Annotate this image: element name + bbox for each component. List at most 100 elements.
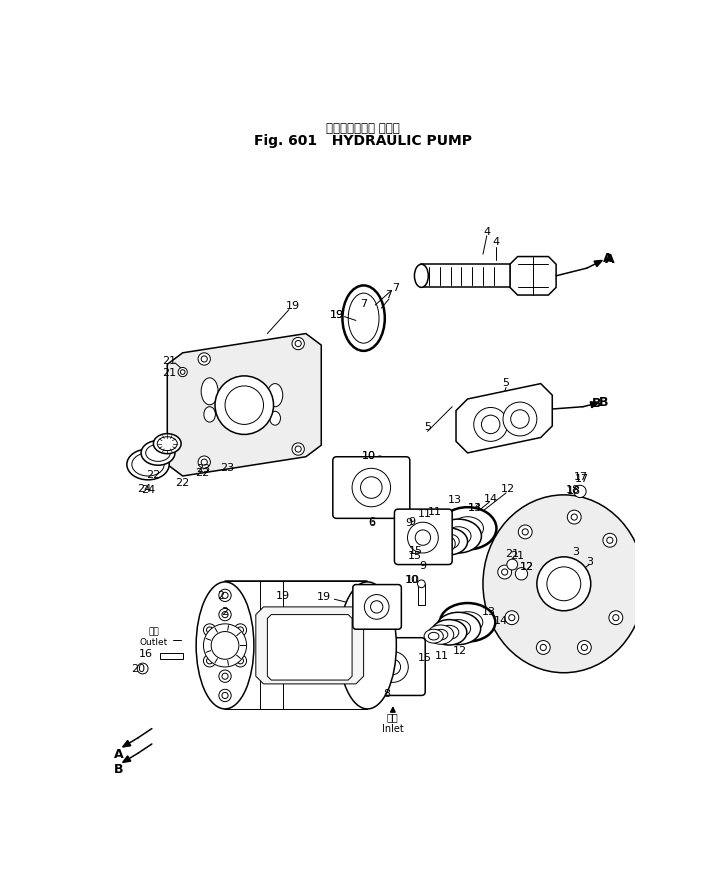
Text: A: A bbox=[603, 251, 612, 265]
Circle shape bbox=[222, 693, 228, 699]
Text: 14: 14 bbox=[484, 493, 498, 503]
Ellipse shape bbox=[445, 527, 471, 545]
Text: 15: 15 bbox=[409, 550, 422, 560]
Circle shape bbox=[178, 368, 188, 377]
Text: 4: 4 bbox=[493, 237, 500, 247]
Circle shape bbox=[603, 534, 617, 547]
Text: 21: 21 bbox=[163, 356, 176, 366]
Circle shape bbox=[292, 338, 304, 350]
Polygon shape bbox=[268, 615, 352, 680]
Ellipse shape bbox=[204, 408, 215, 423]
Circle shape bbox=[474, 408, 508, 442]
Polygon shape bbox=[590, 402, 598, 409]
Ellipse shape bbox=[439, 535, 459, 549]
Ellipse shape bbox=[157, 437, 177, 451]
Circle shape bbox=[198, 353, 210, 366]
Circle shape bbox=[215, 376, 273, 435]
Ellipse shape bbox=[483, 495, 645, 673]
Text: 22: 22 bbox=[176, 477, 190, 487]
Circle shape bbox=[377, 652, 409, 683]
Ellipse shape bbox=[424, 629, 443, 644]
Circle shape bbox=[507, 560, 518, 570]
Text: 16: 16 bbox=[139, 648, 153, 658]
Circle shape bbox=[515, 568, 527, 580]
Text: 11: 11 bbox=[428, 507, 442, 517]
Circle shape bbox=[201, 460, 207, 466]
Text: 6: 6 bbox=[368, 518, 375, 527]
Circle shape bbox=[295, 342, 301, 347]
Ellipse shape bbox=[141, 441, 175, 466]
Circle shape bbox=[571, 514, 577, 520]
Ellipse shape bbox=[452, 612, 483, 633]
Text: 12: 12 bbox=[520, 561, 534, 571]
Text: 23: 23 bbox=[196, 464, 210, 474]
Text: 7: 7 bbox=[385, 290, 393, 300]
Ellipse shape bbox=[431, 620, 467, 645]
Circle shape bbox=[360, 477, 382, 499]
Circle shape bbox=[537, 641, 550, 654]
Text: 23: 23 bbox=[220, 462, 234, 472]
Text: 20: 20 bbox=[131, 663, 145, 674]
Circle shape bbox=[522, 529, 528, 536]
Text: 15: 15 bbox=[418, 653, 432, 662]
Circle shape bbox=[222, 611, 228, 618]
Text: 17: 17 bbox=[574, 474, 588, 484]
Text: 3: 3 bbox=[586, 556, 593, 566]
Text: 11: 11 bbox=[435, 650, 448, 660]
Text: 9: 9 bbox=[419, 560, 426, 569]
Circle shape bbox=[203, 655, 216, 667]
Circle shape bbox=[481, 416, 500, 434]
Ellipse shape bbox=[434, 539, 449, 550]
Text: Fig. 601   HYDRAULIC PUMP: Fig. 601 HYDRAULIC PUMP bbox=[254, 134, 472, 148]
Text: 入口
Inlet: 入口 Inlet bbox=[382, 712, 404, 733]
Text: B: B bbox=[114, 763, 123, 775]
Text: 13: 13 bbox=[468, 502, 482, 512]
Ellipse shape bbox=[132, 453, 164, 477]
Text: B: B bbox=[599, 395, 609, 409]
Circle shape bbox=[415, 530, 430, 545]
Text: 2: 2 bbox=[222, 606, 229, 616]
Ellipse shape bbox=[433, 629, 448, 640]
Text: 21: 21 bbox=[163, 367, 176, 377]
Circle shape bbox=[370, 601, 383, 613]
Text: 12: 12 bbox=[453, 645, 467, 655]
Ellipse shape bbox=[446, 620, 471, 637]
Text: 8: 8 bbox=[383, 688, 390, 698]
Text: 出口
Outlet: 出口 Outlet bbox=[139, 627, 168, 646]
Circle shape bbox=[137, 663, 148, 674]
Circle shape bbox=[408, 523, 438, 553]
Ellipse shape bbox=[268, 384, 282, 408]
Polygon shape bbox=[510, 257, 556, 296]
Ellipse shape bbox=[154, 434, 181, 454]
Circle shape bbox=[203, 624, 246, 667]
Ellipse shape bbox=[338, 582, 396, 709]
Text: 13: 13 bbox=[447, 494, 462, 504]
Text: 9: 9 bbox=[406, 518, 413, 527]
Circle shape bbox=[510, 410, 529, 429]
Polygon shape bbox=[167, 334, 321, 477]
Ellipse shape bbox=[201, 378, 218, 405]
Text: 4: 4 bbox=[484, 227, 491, 237]
Text: 3: 3 bbox=[572, 547, 579, 557]
Circle shape bbox=[181, 370, 185, 375]
Circle shape bbox=[222, 673, 228, 679]
Text: 17: 17 bbox=[573, 471, 588, 482]
Text: 10: 10 bbox=[362, 451, 376, 460]
Text: 6: 6 bbox=[368, 516, 375, 526]
Circle shape bbox=[509, 615, 515, 621]
Circle shape bbox=[234, 624, 246, 637]
Circle shape bbox=[540, 645, 547, 651]
Text: 24: 24 bbox=[137, 483, 152, 493]
Text: ハイドロリック ポンプ: ハイドロリック ポンプ bbox=[326, 122, 400, 135]
Circle shape bbox=[505, 611, 519, 625]
Text: 22: 22 bbox=[147, 470, 161, 480]
Circle shape bbox=[203, 624, 216, 637]
Text: 10: 10 bbox=[362, 451, 376, 460]
Ellipse shape bbox=[127, 450, 169, 480]
Text: 10: 10 bbox=[406, 575, 420, 585]
Circle shape bbox=[573, 485, 586, 498]
Text: 7: 7 bbox=[392, 283, 399, 293]
Ellipse shape bbox=[428, 625, 454, 645]
Circle shape bbox=[547, 567, 581, 601]
Text: 22: 22 bbox=[195, 468, 209, 477]
